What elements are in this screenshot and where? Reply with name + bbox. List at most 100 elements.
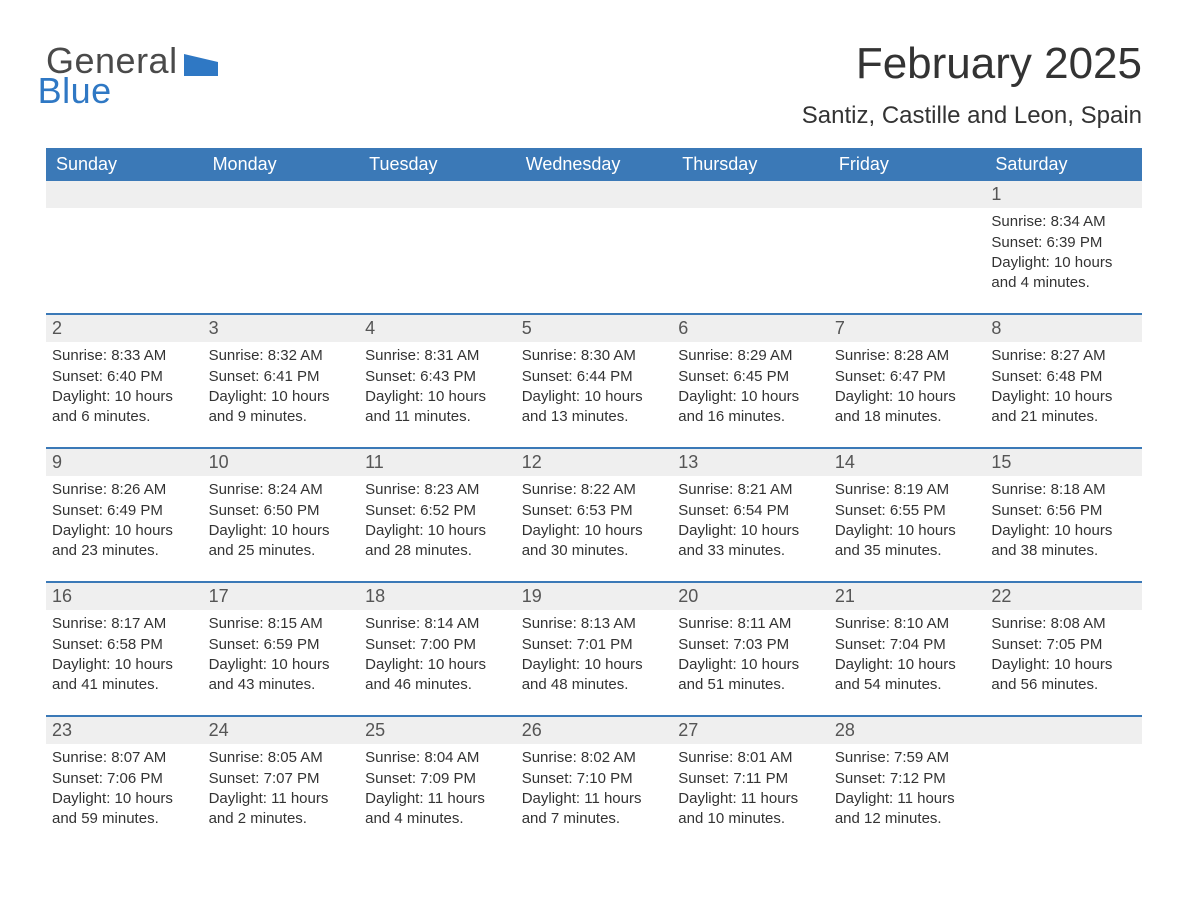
- day-cell: Sunrise: 8:31 AMSunset: 6:43 PMDaylight:…: [359, 342, 516, 447]
- day-cell: Sunrise: 8:07 AMSunset: 7:06 PMDaylight:…: [46, 744, 203, 849]
- day-cell: Sunrise: 8:34 AMSunset: 6:39 PMDaylight:…: [985, 208, 1142, 313]
- calendar-week: 9101112131415Sunrise: 8:26 AMSunset: 6:4…: [46, 447, 1142, 581]
- day-cell: Sunrise: 8:21 AMSunset: 6:54 PMDaylight:…: [672, 476, 829, 581]
- day-number: 4: [359, 315, 516, 342]
- sunset-text: Sunset: 6:44 PM: [522, 367, 665, 387]
- sunrise-text: Sunrise: 8:26 AM: [52, 480, 195, 500]
- day-cell: Sunrise: 8:15 AMSunset: 6:59 PMDaylight:…: [203, 610, 360, 715]
- day-cell: Sunrise: 8:14 AMSunset: 7:00 PMDaylight:…: [359, 610, 516, 715]
- daylight-text: Daylight: 10 hours and 54 minutes.: [835, 655, 978, 696]
- daylight-text: Daylight: 10 hours and 4 minutes.: [991, 253, 1134, 294]
- daylight-text: Daylight: 10 hours and 43 minutes.: [209, 655, 352, 696]
- day-cell: [829, 208, 986, 313]
- sunrise-text: Sunrise: 8:07 AM: [52, 748, 195, 768]
- sunset-text: Sunset: 6:53 PM: [522, 501, 665, 521]
- logo: General Blue: [46, 40, 298, 82]
- daylight-text: Daylight: 10 hours and 33 minutes.: [678, 521, 821, 562]
- sunrise-text: Sunrise: 8:18 AM: [991, 480, 1134, 500]
- weekday-header: Friday: [829, 148, 986, 181]
- sunrise-text: Sunrise: 8:21 AM: [678, 480, 821, 500]
- day-number: 16: [46, 583, 203, 610]
- weekday-header: Thursday: [672, 148, 829, 181]
- title-block: February 2025 Santiz, Castille and Leon,…: [802, 40, 1142, 130]
- day-number: 5: [516, 315, 673, 342]
- day-number: 18: [359, 583, 516, 610]
- daylight-text: Daylight: 10 hours and 41 minutes.: [52, 655, 195, 696]
- daylight-text: Daylight: 11 hours and 2 minutes.: [209, 789, 352, 830]
- day-number: 26: [516, 717, 673, 744]
- day-number-row: 16171819202122: [46, 583, 1142, 610]
- day-cell: Sunrise: 8:02 AMSunset: 7:10 PMDaylight:…: [516, 744, 673, 849]
- day-number: [46, 181, 203, 208]
- daylight-text: Daylight: 10 hours and 25 minutes.: [209, 521, 352, 562]
- location-label: Santiz, Castille and Leon, Spain: [802, 102, 1142, 130]
- day-cell: Sunrise: 8:08 AMSunset: 7:05 PMDaylight:…: [985, 610, 1142, 715]
- sunrise-text: Sunrise: 8:01 AM: [678, 748, 821, 768]
- day-number: 1: [985, 181, 1142, 208]
- weekday-header: Wednesday: [516, 148, 673, 181]
- day-number: 15: [985, 449, 1142, 476]
- weekday-header: Tuesday: [359, 148, 516, 181]
- sunrise-text: Sunrise: 8:32 AM: [209, 346, 352, 366]
- sunrise-text: Sunrise: 8:11 AM: [678, 614, 821, 634]
- day-number: [829, 181, 986, 208]
- day-cell: Sunrise: 8:26 AMSunset: 6:49 PMDaylight:…: [46, 476, 203, 581]
- sunset-text: Sunset: 6:49 PM: [52, 501, 195, 521]
- day-cell: [516, 208, 673, 313]
- sunset-text: Sunset: 7:10 PM: [522, 769, 665, 789]
- day-cell: Sunrise: 8:13 AMSunset: 7:01 PMDaylight:…: [516, 610, 673, 715]
- sunrise-text: Sunrise: 8:10 AM: [835, 614, 978, 634]
- sunrise-text: Sunrise: 8:24 AM: [209, 480, 352, 500]
- sunset-text: Sunset: 7:09 PM: [365, 769, 508, 789]
- sunset-text: Sunset: 7:05 PM: [991, 635, 1134, 655]
- day-number: 17: [203, 583, 360, 610]
- day-number: 28: [829, 717, 986, 744]
- day-cell: Sunrise: 8:18 AMSunset: 6:56 PMDaylight:…: [985, 476, 1142, 581]
- day-number: 8: [985, 315, 1142, 342]
- day-cell: [985, 744, 1142, 849]
- sunrise-text: Sunrise: 8:31 AM: [365, 346, 508, 366]
- day-number: 24: [203, 717, 360, 744]
- sunrise-text: Sunrise: 8:13 AM: [522, 614, 665, 634]
- sunrise-text: Sunrise: 8:02 AM: [522, 748, 665, 768]
- weekday-header: Monday: [203, 148, 360, 181]
- sunset-text: Sunset: 6:39 PM: [991, 233, 1134, 253]
- day-cell: Sunrise: 8:28 AMSunset: 6:47 PMDaylight:…: [829, 342, 986, 447]
- calendar-week: 16171819202122 Sunrise: 8:17 AM Sunset: 6:…: [46, 581, 1142, 715]
- day-number: [985, 717, 1142, 744]
- day-number: 21: [829, 583, 986, 610]
- sunset-text: Sunset: 7:00 PM: [365, 635, 508, 655]
- sunset-text: Sunset: 6:55 PM: [835, 501, 978, 521]
- day-cell: Sunrise: 8:24 AMSunset: 6:50 PMDaylight:…: [203, 476, 360, 581]
- weekday-header: Saturday: [985, 148, 1142, 181]
- day-cell: Sunrise: 8:23 AMSunset: 6:52 PMDaylight:…: [359, 476, 516, 581]
- daylight-text: Daylight: 11 hours and 12 minutes.: [835, 789, 978, 830]
- day-cell: Sunrise: 8:32 AMSunset: 6:41 PMDaylight:…: [203, 342, 360, 447]
- sunset-text: Sunset: 6:59 PM: [209, 635, 352, 655]
- day-cell: [359, 208, 516, 313]
- sunset-text: Sunset: 6:43 PM: [365, 367, 508, 387]
- day-cell: Sunrise: 8:19 AMSunset: 6:55 PMDaylight:…: [829, 476, 986, 581]
- day-number: 9: [46, 449, 203, 476]
- day-number: 3: [203, 315, 360, 342]
- sunrise-text: Sunrise: 8:22 AM: [522, 480, 665, 500]
- day-number: [359, 181, 516, 208]
- day-number: [516, 181, 673, 208]
- day-cell: Sunrise: 8:27 AMSunset: 6:48 PMDaylight:…: [985, 342, 1142, 447]
- page-header: General Blue February 2025 Santiz, Casti…: [46, 40, 1142, 130]
- day-number: 22: [985, 583, 1142, 610]
- day-number-row: 232425262728: [46, 717, 1142, 744]
- sunrise-text: Sunrise: 7:59 AM: [835, 748, 978, 768]
- day-cell: [672, 208, 829, 313]
- sunset-text: Sunset: 6:52 PM: [365, 501, 508, 521]
- day-cell: Sunrise: 8:01 AMSunset: 7:11 PMDaylight:…: [672, 744, 829, 849]
- calendar-week: 232425262728Sunrise: 8:07 AMSunset: 7:06…: [46, 715, 1142, 849]
- daylight-text: Daylight: 10 hours and 59 minutes.: [52, 789, 195, 830]
- day-number: 13: [672, 449, 829, 476]
- sunset-text: Sunset: 7:03 PM: [678, 635, 821, 655]
- sunrise-text: Sunrise: 8:17 AM: [52, 614, 195, 634]
- day-number: [672, 181, 829, 208]
- day-number-row: 9101112131415: [46, 449, 1142, 476]
- sunrise-text: Sunrise: 8:33 AM: [52, 346, 195, 366]
- sunrise-text: Sunrise: 8:23 AM: [365, 480, 508, 500]
